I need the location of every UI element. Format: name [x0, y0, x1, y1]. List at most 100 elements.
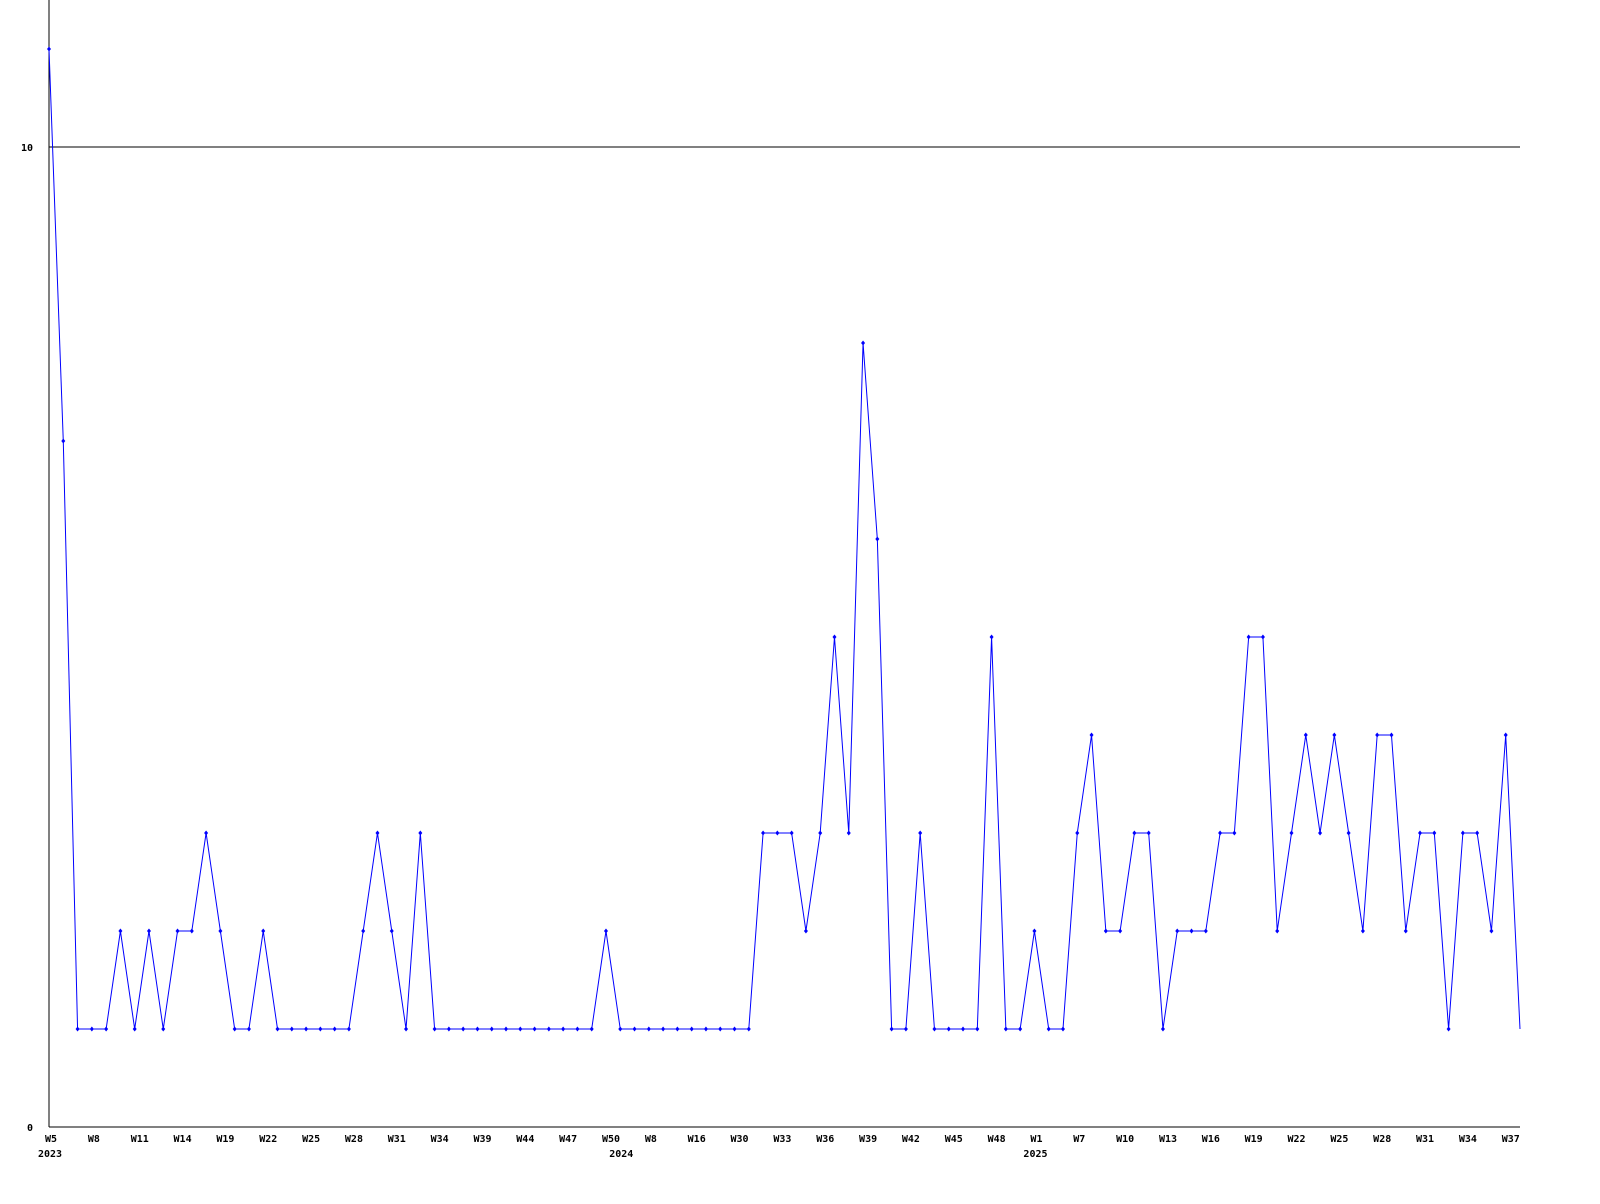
data-point: [1360, 928, 1365, 934]
data-point: [1289, 830, 1294, 836]
data-point: [1160, 1026, 1165, 1032]
data-point: [132, 1026, 137, 1032]
data-point: [446, 1026, 451, 1032]
data-point: [546, 1026, 551, 1032]
x-tick-label: W19: [1245, 1134, 1263, 1145]
x-tick-label: W10: [1116, 1134, 1134, 1145]
data-point: [332, 1026, 337, 1032]
data-point: [689, 1026, 694, 1032]
y-tick-label: 0: [27, 1123, 33, 1134]
data-point: [89, 1026, 94, 1032]
data-point: [418, 830, 423, 836]
x-tick-label: W1: [1030, 1134, 1042, 1145]
data-point: [1375, 732, 1380, 738]
data-point: [1003, 1026, 1008, 1032]
year-label: 2024: [609, 1149, 633, 1160]
data-point: [732, 1026, 737, 1032]
data-point: [104, 1026, 109, 1032]
data-point: [875, 536, 880, 542]
data-point: [1132, 830, 1137, 836]
data-point: [846, 830, 851, 836]
data-point: [361, 928, 366, 934]
data-point: [561, 1026, 566, 1032]
data-point: [461, 1026, 466, 1032]
data-point: [432, 1026, 437, 1032]
data-point: [246, 1026, 251, 1032]
data-point: [1089, 732, 1094, 738]
data-point: [118, 928, 123, 934]
data-point: [61, 438, 66, 444]
data-point: [1175, 928, 1180, 934]
data-point: [1018, 1026, 1023, 1032]
data-point: [1232, 830, 1237, 836]
x-tick-label: W22: [1287, 1134, 1305, 1145]
data-point: [818, 830, 823, 836]
x-tick-label: W39: [859, 1134, 877, 1145]
data-point: [646, 1026, 651, 1032]
data-point: [603, 928, 608, 934]
data-point: [189, 928, 194, 934]
data-point: [575, 1026, 580, 1032]
data-point: [1146, 830, 1151, 836]
data-point: [832, 634, 837, 640]
data-point: [589, 1026, 594, 1032]
data-point: [1032, 928, 1037, 934]
data-point: [661, 1026, 666, 1032]
data-point: [375, 830, 380, 836]
data-point: [761, 830, 766, 836]
data-point: [1275, 928, 1280, 934]
data-point: [1389, 732, 1394, 738]
data-point: [518, 1026, 523, 1032]
data-point: [1418, 830, 1423, 836]
data-point: [989, 634, 994, 640]
data-point: [532, 1026, 537, 1032]
x-tick-label: W45: [945, 1134, 963, 1145]
data-point: [975, 1026, 980, 1032]
data-point: [1189, 928, 1194, 934]
x-tick-label: W14: [174, 1134, 192, 1145]
data-point: [232, 1026, 237, 1032]
data-point: [1332, 732, 1337, 738]
data-point: [746, 1026, 751, 1032]
data-point: [703, 1026, 708, 1032]
data-point: [1303, 732, 1308, 738]
x-tick-label: W7: [1073, 1134, 1085, 1145]
x-tick-label: W30: [731, 1134, 749, 1145]
x-tick-label: W44: [516, 1134, 534, 1145]
data-point: [475, 1026, 480, 1032]
data-point: [1318, 830, 1323, 836]
data-point: [1218, 830, 1223, 836]
data-point: [889, 1026, 894, 1032]
data-point: [718, 1026, 723, 1032]
year-label: 2023: [38, 1149, 62, 1160]
data-point: [1046, 1026, 1051, 1032]
x-tick-label: W28: [345, 1134, 363, 1145]
data-point: [1489, 928, 1494, 934]
x-tick-label: W36: [816, 1134, 834, 1145]
data-point: [946, 1026, 951, 1032]
x-tick-label: W11: [131, 1134, 149, 1145]
y-tick-label: 10: [21, 143, 33, 154]
x-tick-label: W34: [431, 1134, 449, 1145]
data-point: [903, 1026, 908, 1032]
x-tick-label: W33: [773, 1134, 791, 1145]
data-point: [803, 928, 808, 934]
series-line: [48, 48, 1521, 1030]
data-point: [1075, 830, 1080, 836]
data-point: [204, 830, 209, 836]
data-point: [318, 1026, 323, 1032]
x-tick-label: W5: [45, 1134, 57, 1145]
x-tick-label: W19: [216, 1134, 234, 1145]
data-point: [1503, 732, 1508, 738]
data-point: [1246, 634, 1251, 640]
x-tick-label: W25: [1330, 1134, 1348, 1145]
data-point: [504, 1026, 509, 1032]
data-point: [289, 1026, 294, 1032]
data-point: [961, 1026, 966, 1032]
data-point: [304, 1026, 309, 1032]
x-tick-label: W34: [1459, 1134, 1477, 1145]
data-point: [1203, 928, 1208, 934]
data-point: [932, 1026, 937, 1032]
x-tick-label: W31: [388, 1134, 406, 1145]
